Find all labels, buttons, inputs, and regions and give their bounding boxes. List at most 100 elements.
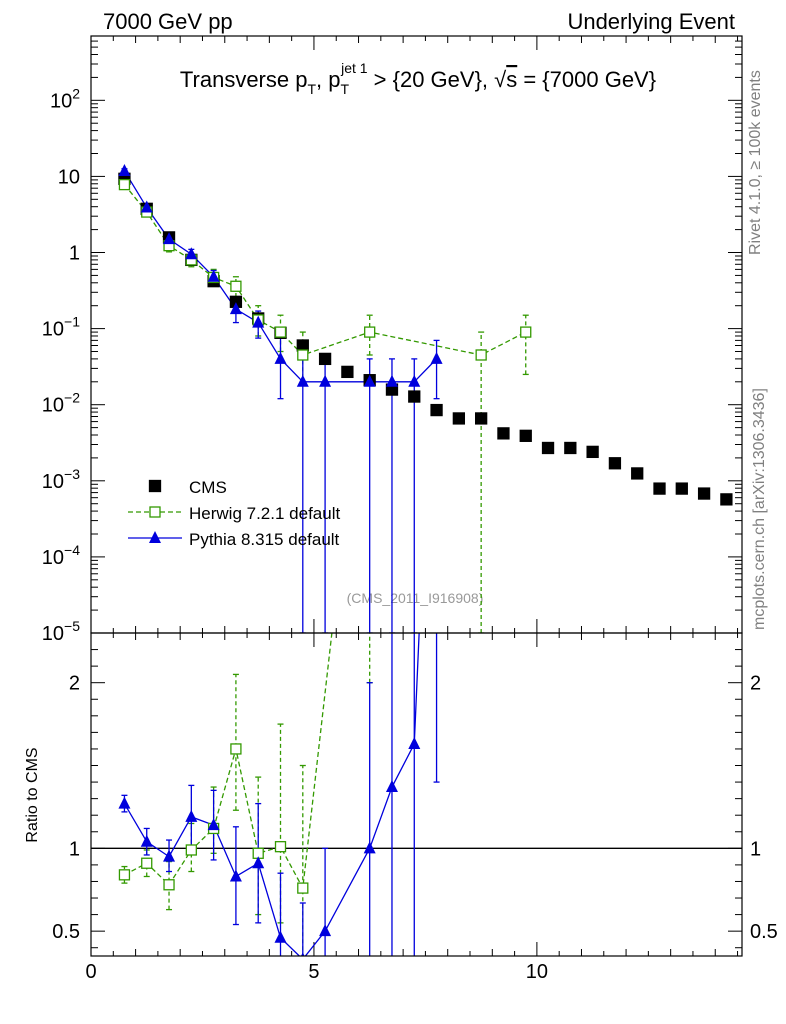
- pythia-ratio-point: [252, 856, 265, 869]
- herwig-ratio-point: [230, 743, 242, 755]
- y-tick-label: 10−4: [42, 542, 80, 569]
- header-left: 7000 GeV pp: [103, 9, 233, 34]
- herwig-ratio-point: [185, 844, 197, 856]
- pythia-ratio-point: [274, 930, 287, 943]
- axes-layer: [90, 35, 742, 956]
- pythia-ratio-point: [118, 796, 131, 809]
- herwig-point: [364, 326, 376, 338]
- ratio-y-tick-label-right: 0.5: [750, 921, 778, 943]
- pythia-ratio-point: [319, 924, 332, 937]
- y-tick-label: 102: [50, 85, 80, 112]
- ratio-y-tick-label: 1: [69, 838, 80, 860]
- pythia-ratio-point: [431, 228, 443, 240]
- pythia-point: [118, 163, 131, 176]
- pythia-point: [163, 232, 176, 245]
- cms-point: [430, 403, 443, 417]
- herwig-ratio-point: [163, 879, 175, 891]
- herwig-point: [118, 178, 131, 191]
- pythia-point: [140, 200, 153, 213]
- legend-label: Herwig 7.2.1 default: [189, 504, 340, 523]
- pythia-point: [229, 302, 242, 315]
- legend-pythia-marker: [149, 531, 161, 543]
- cms-point: [296, 339, 309, 352]
- cms-point: [586, 445, 599, 459]
- y-tick-label: 10−5: [42, 618, 80, 645]
- legend-cms-marker: [148, 479, 162, 493]
- pythia-ratio-point: [163, 849, 176, 862]
- mcplots-label: mcplots.cern.ch [arXiv:1306.3436]: [751, 388, 768, 630]
- pythia-ratio-point: [363, 841, 376, 854]
- herwig-ratio-point: [365, 297, 375, 307]
- cms-point: [318, 352, 332, 366]
- title-mid: , p: [316, 67, 340, 92]
- legend-herwig-marker: [149, 506, 161, 518]
- pythia-ratio-point: [140, 834, 153, 847]
- y-tick-label: 1: [69, 243, 80, 265]
- x-tick-label: 0: [85, 961, 96, 983]
- y-tick-label: 10: [58, 166, 80, 188]
- y-tick-label: 10−2: [42, 390, 80, 417]
- title-sqrt: √: [494, 67, 507, 92]
- analysis-watermark: (CMS_2011_I916908): [347, 590, 484, 606]
- x-tick-label: 5: [308, 961, 319, 983]
- pythia-point: [185, 247, 198, 260]
- pythia-ratio-point: [185, 809, 198, 822]
- herwig-point: [230, 280, 242, 292]
- herwig-ratio-point: [118, 869, 131, 881]
- ratio-y-tick-label-right: 2: [750, 673, 761, 695]
- y-tick-label: 10−1: [42, 314, 80, 341]
- main-plot-data: [118, 163, 733, 633]
- legend: CMS Herwig 7.2.1 default Pythia 8.315 defa…: [128, 478, 340, 549]
- cms-point: [497, 427, 510, 440]
- plot-title: Transverse pT, pTjet 1 > {20 GeV}, √s = …: [180, 60, 656, 97]
- herwig-point: [274, 326, 287, 338]
- title-energy: = {7000 GeV}: [517, 67, 656, 92]
- tick-labels: 0 5 10 102 10 1 10−1 10−2 10−3 10−4 10−5 2 2 1 1 0.5 0.5: [42, 85, 778, 983]
- pythia-point: [252, 315, 265, 328]
- pythia-point: [207, 269, 220, 282]
- title-s: s: [506, 67, 517, 92]
- herwig-line: [123, 184, 527, 356]
- pythia-point: [430, 351, 443, 364]
- cms-point: [720, 493, 733, 506]
- pythia-ratio-line: [123, 633, 420, 956]
- ratio-plot-frame: [90, 632, 743, 957]
- cms-point: [697, 487, 711, 500]
- cms-point: [653, 482, 666, 495]
- ratio-axis-label: Ratio to CMS: [24, 747, 41, 842]
- cms-point: [541, 441, 555, 455]
- pythia-point: [408, 374, 421, 387]
- cms-point: [519, 429, 532, 442]
- ratio-y-tick-label: 0.5: [52, 921, 80, 943]
- herwig-ratio-point: [297, 882, 309, 894]
- cms-point: [675, 482, 688, 495]
- title-sub-2: T: [341, 81, 350, 97]
- herwig-point: [297, 349, 309, 361]
- legend-label: CMS: [189, 478, 227, 497]
- pythia-ratio-point: [229, 869, 242, 882]
- pythia-ratio-point: [300, 952, 305, 956]
- pythia-ratio-point: [408, 736, 421, 749]
- pythia-point: [385, 374, 398, 387]
- title-sup-2: jet 1: [340, 60, 368, 76]
- cms-point: [408, 390, 421, 403]
- herwig-point: [475, 349, 487, 361]
- ratio-y-tick-label: 2: [69, 673, 80, 695]
- header-right: Underlying Event: [567, 9, 735, 34]
- ratio-y-tick-label-right: 1: [750, 838, 761, 860]
- title-prefix: Transverse p: [180, 67, 308, 92]
- cms-point: [608, 457, 622, 470]
- cms-point: [564, 441, 577, 455]
- rivet-label: Rivet 4.1.0, ≥ 100k events: [747, 70, 764, 255]
- cms-point: [631, 467, 644, 480]
- cms-point: [475, 412, 488, 425]
- cms-point: [341, 365, 354, 379]
- title-sub-1: T: [307, 81, 316, 97]
- pythia-ratio-point: [207, 818, 220, 831]
- legend-label: Pythia 8.315 default: [189, 530, 340, 549]
- pythia-point: [274, 351, 287, 364]
- herwig-ratio-point: [141, 857, 153, 869]
- pythia-point: [296, 374, 309, 387]
- herwig-ratio-point: [274, 841, 287, 853]
